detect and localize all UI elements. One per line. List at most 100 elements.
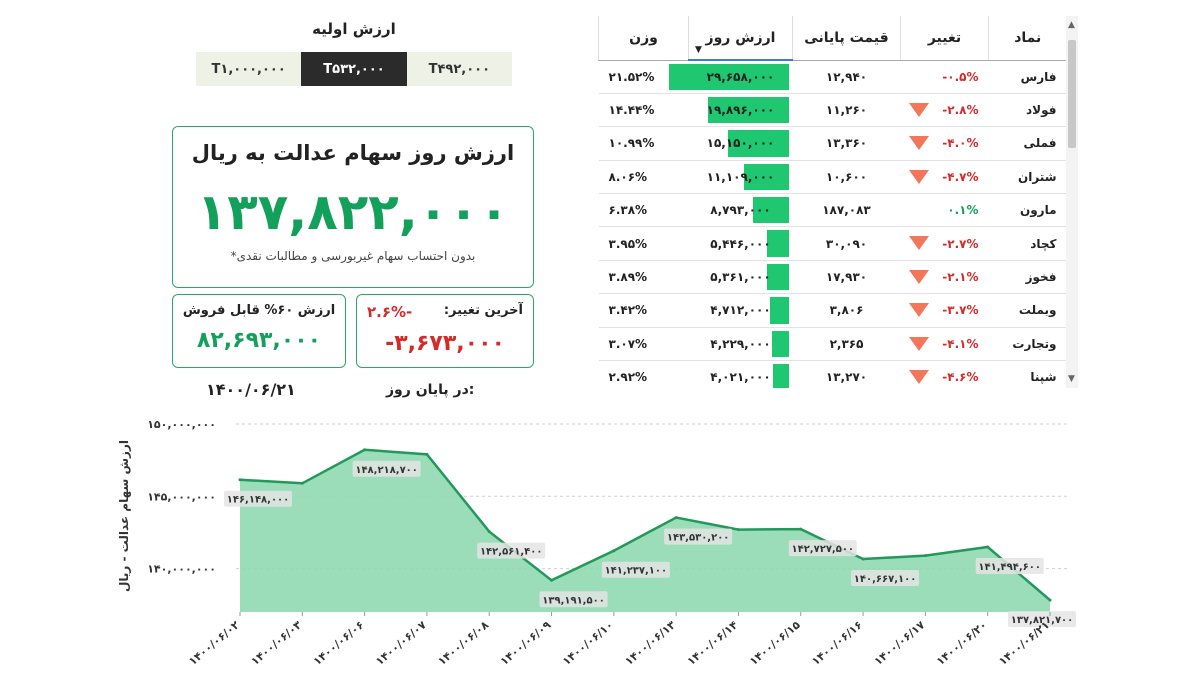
initial-option-1000000[interactable]: T۱,۰۰۰,۰۰۰ xyxy=(196,52,302,86)
row-change-text: -۴.۷% xyxy=(942,169,979,184)
row-weight: ۶.۳۸% xyxy=(598,193,689,228)
header-change[interactable]: تغییر xyxy=(900,16,989,61)
row-symbol: کچاد xyxy=(988,226,1066,261)
x-tick-label: ۱۴۰۰/۰۶/۱۵ xyxy=(747,618,803,668)
scrollbar-thumb[interactable] xyxy=(1068,40,1076,148)
row-value-bar xyxy=(727,130,789,157)
data-point xyxy=(736,528,740,532)
data-label-bg xyxy=(224,490,292,507)
table-row[interactable]: ۲۱.۵۲% ۲۹,۶۵۸,۰۰۰ ۱۲,۹۴۰ -۰.۵% فارس xyxy=(598,60,1066,94)
table-row[interactable]: ۳.۸۹% ۵,۳۶۱,۰۰۰ ۱۷,۹۳۰ -۲.۱% فخوز xyxy=(598,260,1066,295)
row-value-text: ۱۱,۱۰۹,۰۰۰ xyxy=(706,169,775,184)
row-weight: ۳.۸۹% xyxy=(598,260,689,295)
row-change-text: ۰.۱% xyxy=(947,203,979,218)
initial-option-492000[interactable]: T۴۹۲,۰۰۰ xyxy=(406,52,512,86)
row-value-bar xyxy=(769,297,789,324)
row-close-price: ۱۲,۹۴۰ xyxy=(792,60,901,94)
row-close-price: ۱۷,۹۳۰ xyxy=(792,260,901,295)
row-symbol: فولاد xyxy=(988,93,1066,128)
row-symbol: مارون xyxy=(988,193,1066,228)
row-daily-value: ۱۱,۱۰۹,۰۰۰ xyxy=(688,160,793,195)
last-change-percent: -۲.۶% xyxy=(367,303,413,321)
row-change-text: -۲.۷% xyxy=(942,236,979,251)
row-daily-value: ۱۹,۸۹۶,۰۰۰ xyxy=(688,93,793,128)
sellable-value-card: ارزش ۶۰% قابل فروش ۸۲,۶۹۳,۰۰۰ xyxy=(172,294,346,368)
scroll-up-icon[interactable]: ▲ xyxy=(1068,20,1075,30)
header-close-price[interactable]: قیمت پایانی xyxy=(792,16,901,61)
x-tick-label: ۱۴۰۰/۰۶/۱۳ xyxy=(622,618,678,668)
x-tick-label: ۱۴۰۰/۰۶/۰۷ xyxy=(373,618,429,668)
row-change: -۲.۱% xyxy=(900,260,989,295)
row-daily-value: ۱۵,۱۵۰,۰۰۰ xyxy=(688,126,793,161)
y-axis-label: ارزش سهام عدالت - ریال xyxy=(117,440,132,592)
row-close-price: ۱۳,۲۷۰ xyxy=(792,360,901,388)
table-row[interactable]: ۲.۹۲% ۴,۰۲۱,۰۰۰ ۱۳,۲۷۰ -۴.۶% شپنا xyxy=(598,360,1066,388)
down-arrow-icon xyxy=(908,269,929,284)
data-label: ۱۳۷,۸۲۱,۷۰۰ xyxy=(1011,615,1074,626)
daily-value-card: ارزش روز سهام عدالت به ریال ۱۳۷,۸۲۲,۰۰۰ … xyxy=(172,126,534,288)
down-arrow-icon xyxy=(908,303,929,318)
row-change: -۴.۶% xyxy=(900,360,989,388)
sort-desc-icon: ▼ xyxy=(695,45,702,55)
row-close-price: ۲,۳۶۵ xyxy=(792,327,901,362)
row-close-price: ۱۸۷,۰۸۳ xyxy=(792,193,901,228)
row-weight: ۳.۹۵% xyxy=(598,226,689,261)
y-tick-label: ۱۴۰,۰۰۰,۰۰۰ xyxy=(147,563,216,576)
row-close-price: ۱۰,۶۰۰ xyxy=(792,160,901,195)
value-area xyxy=(240,449,1050,612)
row-change: ۰.۱% xyxy=(900,193,989,228)
data-label-bg xyxy=(477,542,546,559)
end-of-day-label: در پایان روز: xyxy=(386,382,475,398)
row-daily-value: ۴,۲۲۹,۰۰۰ xyxy=(688,327,793,362)
row-symbol: فارس xyxy=(988,60,1066,94)
header-symbol[interactable]: نماد xyxy=(988,16,1066,61)
row-change-text: -۴.۰% xyxy=(942,136,979,151)
table-row[interactable]: ۸.۰۶% ۱۱,۱۰۹,۰۰۰ ۱۰,۶۰۰ -۴.۷% شتران xyxy=(598,160,1066,195)
x-tick-label: ۱۴۰۰/۰۶/۱۴ xyxy=(685,618,741,668)
row-change: -۴.۱% xyxy=(900,327,989,362)
data-label-bg xyxy=(851,569,920,586)
value-line xyxy=(239,448,1051,602)
data-label: ۱۴۲,۵۶۱,۴۰۰ xyxy=(480,547,543,558)
data-label: ۱۴۸,۲۱۸,۷۰۰ xyxy=(355,465,418,476)
table-row[interactable]: ۱۴.۴۴% ۱۹,۸۹۶,۰۰۰ ۱۱,۲۶۰ -۲.۸% فولاد xyxy=(598,93,1066,128)
row-weight: ۲.۹۲% xyxy=(598,360,689,388)
initial-option-532000[interactable]: T۵۳۲,۰۰۰ xyxy=(301,52,407,86)
row-value-text: ۵,۳۶۱,۰۰۰ xyxy=(710,270,771,285)
header-weight[interactable]: وزن xyxy=(598,16,689,61)
table-row[interactable]: ۱۰.۹۹% ۱۵,۱۵۰,۰۰۰ ۱۳,۳۶۰ -۴.۰% فملی xyxy=(598,126,1066,161)
scroll-down-icon[interactable]: ▼ xyxy=(1068,374,1075,384)
last-change-amount: -۳,۶۷۳,۰۰۰ xyxy=(385,331,505,356)
data-point xyxy=(861,557,865,561)
row-value-bar xyxy=(766,230,789,257)
table-row[interactable]: ۳.۴۲% ۴,۷۱۲,۰۰۰ ۳,۸۰۶ -۳.۷% وبملت xyxy=(598,293,1066,328)
daily-value-amount: ۱۳۷,۸۲۲,۰۰۰ xyxy=(196,183,510,241)
data-point xyxy=(986,545,990,549)
table-row[interactable]: ۳.۹۵% ۵,۴۴۶,۰۰۰ ۳۰,۰۹۰ -۲.۷% کچاد xyxy=(598,226,1066,261)
row-daily-value: ۸,۷۹۳,۰۰۰ xyxy=(688,193,793,228)
row-symbol: وبملت xyxy=(988,293,1066,328)
row-value-text: ۲۹,۶۵۸,۰۰۰ xyxy=(706,69,775,84)
header-daily-value[interactable]: ارزش روز ▼ xyxy=(688,16,793,61)
data-point xyxy=(799,527,803,531)
table-row[interactable]: ۳.۰۷% ۴,۲۲۹,۰۰۰ ۲,۳۶۵ -۴.۱% وتجارت xyxy=(598,327,1066,362)
x-tick-label: ۱۴۰۰/۰۶/۰۳ xyxy=(249,618,305,668)
row-close-price: ۱۱,۲۶۰ xyxy=(792,93,901,128)
row-close-price: ۳,۸۰۶ xyxy=(792,293,901,328)
holdings-table: وزن ارزش روز ▼ قیمت پایانی تغییر نماد ۲۱… xyxy=(598,16,1066,388)
row-value-bar xyxy=(766,263,789,291)
row-change: -۳.۷% xyxy=(900,293,989,328)
table-scrollbar[interactable]: ▲ ▼ xyxy=(1066,16,1078,388)
sellable-title: ارزش ۶۰% قابل فروش xyxy=(182,303,336,318)
row-weight: ۳.۰۷% xyxy=(598,327,689,362)
down-arrow-icon xyxy=(908,136,929,151)
row-value-text: ۱۵,۱۵۰,۰۰۰ xyxy=(706,136,775,151)
data-label: ۱۴۳,۵۳۰,۲۰۰ xyxy=(667,533,730,544)
data-label-bg xyxy=(788,540,857,557)
data-label-bg xyxy=(352,460,421,477)
row-close-price: ۳۰,۰۹۰ xyxy=(792,226,901,261)
row-daily-value: ۴,۷۱۲,۰۰۰ xyxy=(688,293,793,328)
last-change-card: آخرین تغییر: -۲.۶% -۳,۶۷۳,۰۰۰ xyxy=(356,294,534,368)
table-row[interactable]: ۶.۳۸% ۸,۷۹۳,۰۰۰ ۱۸۷,۰۸۳ ۰.۱% مارون xyxy=(598,193,1066,228)
data-point xyxy=(425,452,429,456)
